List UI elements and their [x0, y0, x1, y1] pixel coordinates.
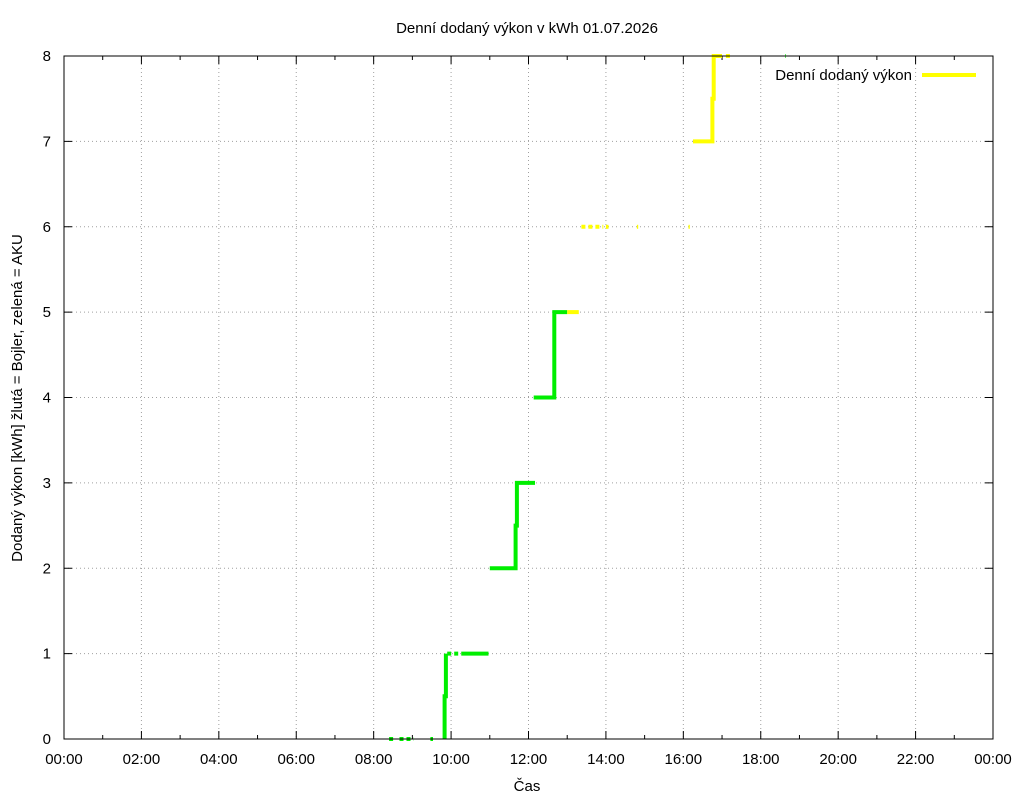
x-tick-label: 08:00 [355, 751, 393, 768]
legend-label: Denní dodaný výkon [775, 67, 912, 84]
y-tick-label: 1 [43, 646, 51, 663]
x-tick-label: 06:00 [277, 751, 315, 768]
x-tick-label: 04:00 [200, 751, 238, 768]
legend: Denní dodaný výkon [775, 67, 976, 84]
x-tick-label: 22:00 [897, 751, 935, 768]
y-axis-label: Dodaný výkon [kWh] žlutá = Bojler, zelen… [9, 234, 26, 562]
x-tick-label: 16:00 [665, 751, 703, 768]
x-tick-label: 20:00 [819, 751, 857, 768]
y-tick-label: 0 [43, 731, 51, 748]
y-tick-label: 8 [43, 48, 51, 65]
y-tick-label: 2 [43, 560, 51, 577]
x-tick-label: 14:00 [587, 751, 625, 768]
chart-title: Denní dodaný výkon v kWh 01.07.2026 [396, 20, 658, 37]
series-line [489, 480, 535, 571]
tick-marks [63, 55, 994, 740]
x-tick-labels: 00:00 02:00 04:00 06:00 08:00 10:00 12:00 14:00… [45, 751, 1012, 768]
y-tick-label: 7 [43, 133, 51, 150]
series-line [533, 310, 568, 400]
x-axis-label: Čas [514, 778, 541, 795]
y-tick-label: 3 [43, 475, 51, 492]
x-tick-label: 00:00 [45, 751, 83, 768]
y-tick-label: 4 [43, 390, 51, 407]
series-line [442, 653, 448, 739]
y-tick-label: 5 [43, 304, 51, 321]
y-tick-label: 6 [43, 219, 51, 236]
x-tick-label: 00:00 [974, 751, 1012, 768]
x-tick-label: 02:00 [123, 751, 161, 768]
x-tick-label: 10:00 [432, 751, 470, 768]
plot-frame [63, 55, 994, 740]
x-tick-label: 18:00 [742, 751, 780, 768]
y-tick-labels: 0 1 2 3 4 5 6 7 8 [43, 48, 51, 748]
x-tick-label: 12:00 [510, 751, 548, 768]
